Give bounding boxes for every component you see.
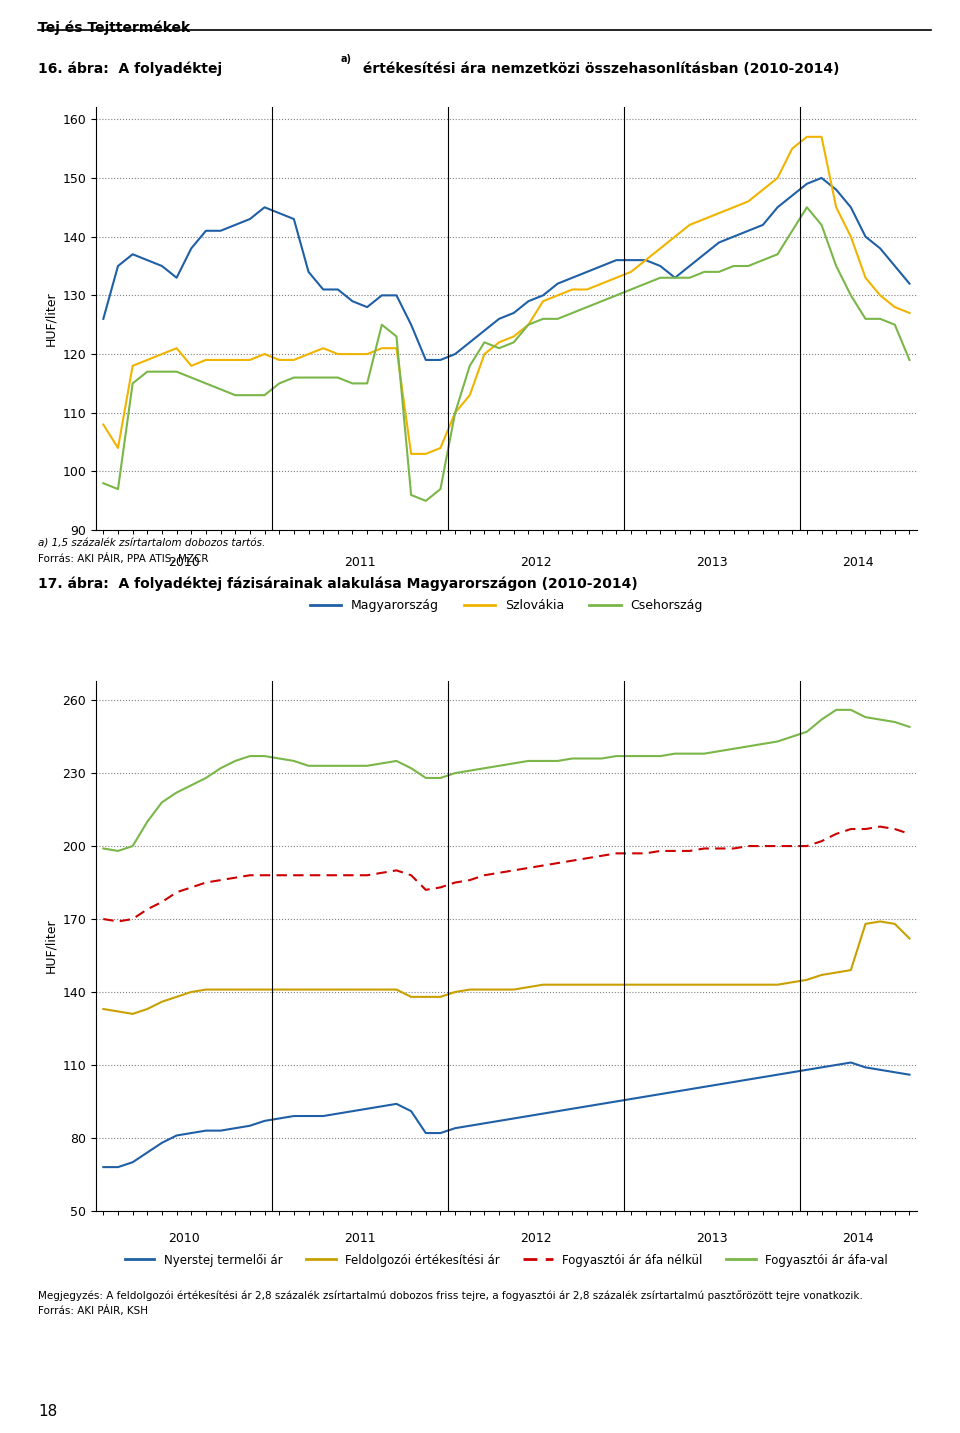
Text: Forrás: AKI PÁIR, PPA ATIS, MZCR: Forrás: AKI PÁIR, PPA ATIS, MZCR xyxy=(38,553,209,565)
Y-axis label: HUF/liter: HUF/liter xyxy=(44,291,57,347)
Text: 2013: 2013 xyxy=(696,1232,728,1245)
Legend: Nyerstej termelői ár, Feldolgozói értékesítési ár, Fogyasztói ár áfa nélkül, Fog: Nyerstej termelői ár, Feldolgozói értéke… xyxy=(120,1248,893,1271)
Text: Forrás: AKI PÁIR, KSH: Forrás: AKI PÁIR, KSH xyxy=(38,1305,149,1317)
Text: 16. ábra:  A folyadéktej: 16. ábra: A folyadéktej xyxy=(38,62,223,76)
Text: 2010: 2010 xyxy=(168,1232,200,1245)
Text: 2013: 2013 xyxy=(696,556,728,569)
Legend: Magyarország, Szlovákia, Csehország: Magyarország, Szlovákia, Csehország xyxy=(304,593,708,618)
Text: 2010: 2010 xyxy=(168,556,200,569)
Text: 2014: 2014 xyxy=(842,556,874,569)
Text: 17. ábra:  A folyadéktej fázisárainak alakulása Magyarországon (2010-2014): 17. ábra: A folyadéktej fázisárainak ala… xyxy=(38,576,638,590)
Text: értékesítési ára nemzetközi összehasonlításban (2010-2014): értékesítési ára nemzetközi összehasonlí… xyxy=(358,62,840,76)
Text: 2011: 2011 xyxy=(344,1232,375,1245)
Text: 2011: 2011 xyxy=(344,556,375,569)
Y-axis label: HUF/liter: HUF/liter xyxy=(44,919,57,973)
Text: a) 1,5 százalék zsírtartalom dobozos tartós.: a) 1,5 százalék zsírtartalom dobozos tar… xyxy=(38,539,266,549)
Text: 2012: 2012 xyxy=(520,1232,552,1245)
Text: Megjegyzés: A feldolgozói értékesítési ár 2,8 százalék zsírtartalmú dobozos fris: Megjegyzés: A feldolgozói értékesítési á… xyxy=(38,1290,863,1301)
Text: a): a) xyxy=(341,54,351,64)
Text: 18: 18 xyxy=(38,1404,58,1419)
Text: Tej és Tejttermékek: Tej és Tejttermékek xyxy=(38,20,190,34)
Text: 2014: 2014 xyxy=(842,1232,874,1245)
Text: 2012: 2012 xyxy=(520,556,552,569)
